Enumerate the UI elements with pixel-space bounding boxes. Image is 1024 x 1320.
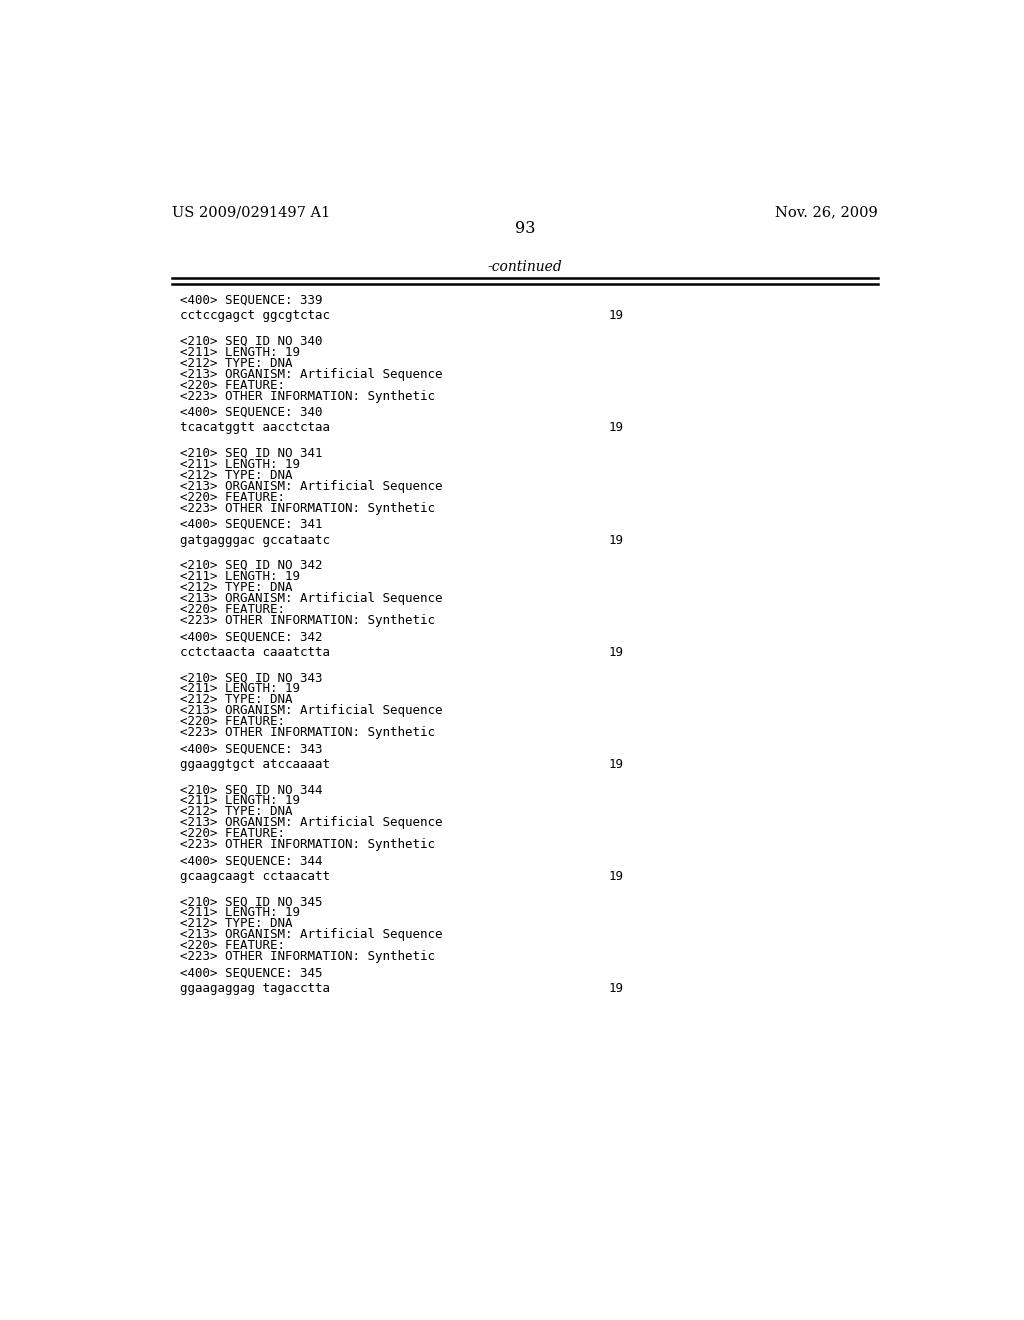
Text: <213> ORGANISM: Artificial Sequence: <213> ORGANISM: Artificial Sequence (179, 704, 442, 717)
Text: ggaaggtgct atccaaaat: ggaaggtgct atccaaaat (179, 758, 330, 771)
Text: <211> LENGTH: 19: <211> LENGTH: 19 (179, 346, 300, 359)
Text: <220> FEATURE:: <220> FEATURE: (179, 939, 285, 952)
Text: <220> FEATURE:: <220> FEATURE: (179, 491, 285, 504)
Text: <211> LENGTH: 19: <211> LENGTH: 19 (179, 907, 300, 919)
Text: 19: 19 (608, 982, 624, 995)
Text: <210> SEQ ID NO 345: <210> SEQ ID NO 345 (179, 895, 323, 908)
Text: <211> LENGTH: 19: <211> LENGTH: 19 (179, 570, 300, 583)
Text: 19: 19 (608, 309, 624, 322)
Text: <211> LENGTH: 19: <211> LENGTH: 19 (179, 795, 300, 807)
Text: <400> SEQUENCE: 341: <400> SEQUENCE: 341 (179, 517, 323, 531)
Text: <213> ORGANISM: Artificial Sequence: <213> ORGANISM: Artificial Sequence (179, 479, 442, 492)
Text: <210> SEQ ID NO 342: <210> SEQ ID NO 342 (179, 558, 323, 572)
Text: <212> TYPE: DNA: <212> TYPE: DNA (179, 469, 292, 482)
Text: <210> SEQ ID NO 344: <210> SEQ ID NO 344 (179, 783, 323, 796)
Text: <212> TYPE: DNA: <212> TYPE: DNA (179, 917, 292, 931)
Text: 19: 19 (608, 533, 624, 546)
Text: <400> SEQUENCE: 345: <400> SEQUENCE: 345 (179, 966, 323, 979)
Text: <400> SEQUENCE: 344: <400> SEQUENCE: 344 (179, 854, 323, 867)
Text: <213> ORGANISM: Artificial Sequence: <213> ORGANISM: Artificial Sequence (179, 368, 442, 380)
Text: <220> FEATURE:: <220> FEATURE: (179, 715, 285, 727)
Text: <213> ORGANISM: Artificial Sequence: <213> ORGANISM: Artificial Sequence (179, 591, 442, 605)
Text: <400> SEQUENCE: 342: <400> SEQUENCE: 342 (179, 630, 323, 643)
Text: -continued: -continued (487, 260, 562, 275)
Text: ggaagaggag tagacctta: ggaagaggag tagacctta (179, 982, 330, 995)
Text: <212> TYPE: DNA: <212> TYPE: DNA (179, 805, 292, 818)
Text: 19: 19 (608, 645, 624, 659)
Text: gatgagggac gccataatc: gatgagggac gccataatc (179, 533, 330, 546)
Text: <223> OTHER INFORMATION: Synthetic: <223> OTHER INFORMATION: Synthetic (179, 726, 434, 739)
Text: <213> ORGANISM: Artificial Sequence: <213> ORGANISM: Artificial Sequence (179, 816, 442, 829)
Text: <223> OTHER INFORMATION: Synthetic: <223> OTHER INFORMATION: Synthetic (179, 614, 434, 627)
Text: <211> LENGTH: 19: <211> LENGTH: 19 (179, 458, 300, 471)
Text: <400> SEQUENCE: 339: <400> SEQUENCE: 339 (179, 294, 323, 306)
Text: <223> OTHER INFORMATION: Synthetic: <223> OTHER INFORMATION: Synthetic (179, 950, 434, 964)
Text: <400> SEQUENCE: 340: <400> SEQUENCE: 340 (179, 405, 323, 418)
Text: 19: 19 (608, 421, 624, 434)
Text: cctctaacta caaatctta: cctctaacta caaatctta (179, 645, 330, 659)
Text: <223> OTHER INFORMATION: Synthetic: <223> OTHER INFORMATION: Synthetic (179, 502, 434, 515)
Text: <210> SEQ ID NO 341: <210> SEQ ID NO 341 (179, 446, 323, 459)
Text: US 2009/0291497 A1: US 2009/0291497 A1 (172, 206, 330, 219)
Text: tcacatggtt aacctctaa: tcacatggtt aacctctaa (179, 421, 330, 434)
Text: <220> FEATURE:: <220> FEATURE: (179, 379, 285, 392)
Text: Nov. 26, 2009: Nov. 26, 2009 (775, 206, 878, 219)
Text: <400> SEQUENCE: 343: <400> SEQUENCE: 343 (179, 742, 323, 755)
Text: <220> FEATURE:: <220> FEATURE: (179, 828, 285, 840)
Text: <213> ORGANISM: Artificial Sequence: <213> ORGANISM: Artificial Sequence (179, 928, 442, 941)
Text: 19: 19 (608, 870, 624, 883)
Text: <223> OTHER INFORMATION: Synthetic: <223> OTHER INFORMATION: Synthetic (179, 389, 434, 403)
Text: 19: 19 (608, 758, 624, 771)
Text: <220> FEATURE:: <220> FEATURE: (179, 603, 285, 616)
Text: <210> SEQ ID NO 343: <210> SEQ ID NO 343 (179, 671, 323, 684)
Text: <223> OTHER INFORMATION: Synthetic: <223> OTHER INFORMATION: Synthetic (179, 838, 434, 851)
Text: <212> TYPE: DNA: <212> TYPE: DNA (179, 356, 292, 370)
Text: <211> LENGTH: 19: <211> LENGTH: 19 (179, 682, 300, 696)
Text: <210> SEQ ID NO 340: <210> SEQ ID NO 340 (179, 335, 323, 347)
Text: cctccgagct ggcgtctac: cctccgagct ggcgtctac (179, 309, 330, 322)
Text: <212> TYPE: DNA: <212> TYPE: DNA (179, 693, 292, 706)
Text: 93: 93 (514, 219, 536, 236)
Text: gcaagcaagt cctaacatt: gcaagcaagt cctaacatt (179, 870, 330, 883)
Text: <212> TYPE: DNA: <212> TYPE: DNA (179, 581, 292, 594)
